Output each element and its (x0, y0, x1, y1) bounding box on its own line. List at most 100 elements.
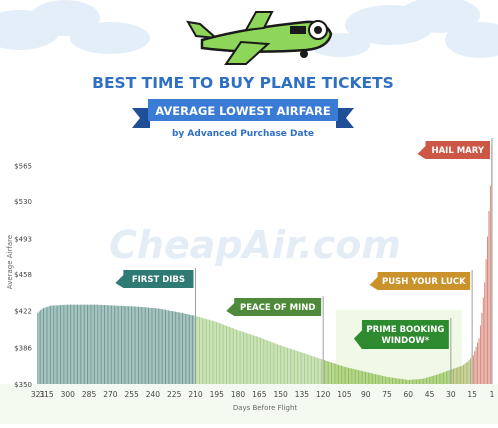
bar (396, 378, 398, 384)
x-tick-label: 135 (295, 390, 310, 399)
x-tick-label: 150 (273, 390, 288, 399)
x-tick-label: 75 (382, 390, 392, 399)
bar (272, 342, 274, 384)
bar (201, 317, 203, 384)
bar (199, 317, 201, 384)
bar (200, 317, 202, 384)
bar (416, 379, 418, 384)
bar (309, 355, 311, 384)
bar (121, 305, 123, 384)
bar (61, 304, 63, 384)
bar (265, 339, 267, 384)
bar (286, 347, 289, 384)
bar (166, 310, 168, 384)
bar (123, 306, 125, 384)
y-axis-label: Average Airfare (6, 235, 14, 289)
bar (374, 374, 376, 384)
bar (401, 379, 403, 384)
bar (329, 361, 331, 384)
bar (45, 307, 47, 384)
bar (44, 307, 46, 384)
zone-label: WINDOW* (382, 336, 430, 346)
bar (186, 314, 188, 384)
bar (79, 304, 81, 384)
bar (488, 211, 490, 384)
bar (391, 377, 393, 384)
bar (260, 337, 262, 384)
zone-flag (369, 272, 471, 290)
bar (221, 324, 223, 384)
bar (91, 304, 93, 384)
bar (255, 336, 257, 384)
bar (48, 306, 50, 384)
bar (479, 325, 481, 384)
bar (193, 315, 195, 384)
bar (489, 185, 491, 384)
bar (366, 372, 368, 384)
bar (108, 305, 110, 384)
bar (465, 362, 467, 384)
bar (140, 306, 142, 384)
bar (152, 308, 154, 384)
bar (133, 306, 135, 384)
x-tick-label: 120 (316, 390, 331, 399)
bar (321, 359, 323, 384)
bar (101, 304, 103, 384)
bar (78, 304, 80, 384)
bar (340, 365, 342, 384)
x-tick-label: 105 (337, 390, 352, 399)
bar (74, 304, 76, 384)
bar (472, 355, 474, 384)
bar (467, 361, 469, 384)
bar (482, 297, 484, 384)
bar (233, 328, 235, 384)
bar (275, 343, 277, 384)
bar (67, 304, 69, 384)
bar (156, 308, 158, 384)
bar (409, 379, 411, 384)
bar (160, 308, 162, 384)
bar (393, 377, 395, 384)
bar (103, 305, 105, 384)
bar (99, 304, 101, 384)
bar (319, 358, 321, 384)
y-tick-label: $386 (14, 344, 32, 352)
bar (424, 378, 426, 384)
bar (282, 346, 284, 384)
bar (84, 304, 86, 384)
bar (390, 377, 392, 384)
bar (111, 305, 113, 384)
bar (431, 376, 433, 384)
bar (312, 356, 314, 384)
bar (418, 379, 420, 384)
bar (338, 364, 340, 384)
bar (285, 347, 287, 384)
zone-flag (417, 141, 490, 159)
bar (153, 308, 155, 384)
bar (426, 377, 428, 384)
bar (132, 306, 134, 384)
bar (243, 331, 245, 384)
bar (254, 335, 256, 384)
bar (460, 366, 462, 384)
bar (306, 354, 308, 384)
bar (174, 311, 176, 384)
bar (230, 327, 232, 384)
bar (162, 309, 164, 384)
bar (238, 330, 240, 384)
bar (92, 304, 94, 384)
bar (211, 320, 213, 384)
bar (281, 345, 283, 384)
bar (414, 379, 416, 384)
bar (485, 259, 487, 384)
y-tick-label: $530 (14, 198, 32, 206)
bar (189, 314, 191, 384)
bar (458, 366, 460, 384)
bar (187, 314, 189, 384)
bar (57, 305, 59, 384)
bar (146, 307, 148, 384)
subtitle: by Advanced Purchase Date (172, 129, 314, 139)
bar (203, 318, 205, 384)
bar (218, 323, 220, 384)
bar (72, 304, 74, 384)
